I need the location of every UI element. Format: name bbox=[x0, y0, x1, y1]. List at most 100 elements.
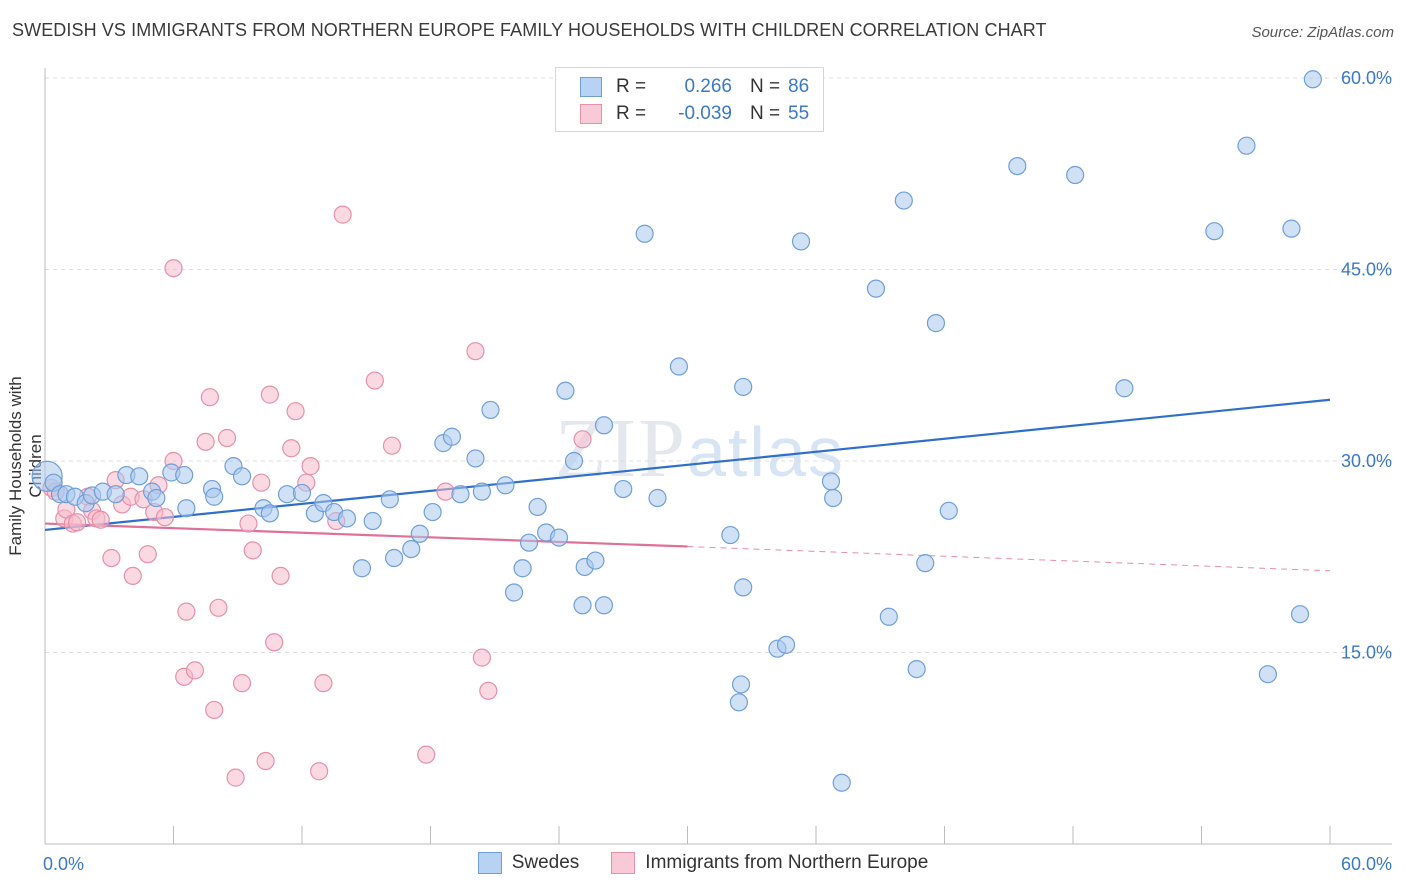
swedes-point bbox=[277, 485, 297, 504]
immigrants-point bbox=[286, 402, 305, 421]
swedes-points bbox=[31, 70, 1322, 792]
swedes-point bbox=[481, 400, 500, 420]
immigrants-point bbox=[138, 545, 157, 564]
tick-labels: 15.0% 30.0% 45.0% 60.0% 0.0% 60.0% bbox=[43, 68, 1392, 874]
immigrants-point bbox=[466, 342, 485, 361]
y-tick-label: 30.0% bbox=[1341, 451, 1392, 471]
legend-r-label: R = bbox=[616, 76, 647, 97]
swedes-point bbox=[337, 509, 357, 528]
immigrants-point bbox=[91, 510, 110, 529]
trend-lines bbox=[44, 398, 1331, 572]
immigrants-point bbox=[382, 436, 402, 455]
x-tick-label: 60.0% bbox=[1341, 854, 1392, 874]
swedes-point bbox=[1258, 665, 1277, 684]
swedes-point bbox=[648, 488, 667, 508]
immigrants-point bbox=[155, 508, 175, 527]
swedes-point bbox=[821, 472, 841, 491]
legend-item-swedes: Swedes bbox=[477, 852, 579, 874]
swedes-point bbox=[147, 488, 166, 508]
swedes-point bbox=[776, 635, 796, 654]
swedes-point bbox=[729, 693, 749, 712]
swedes-point bbox=[614, 479, 633, 499]
swedes-point bbox=[410, 524, 429, 543]
legend-r-value: -0.039 bbox=[678, 103, 732, 124]
legend-row-immigrants: R = -0.039 N = 55 bbox=[580, 101, 809, 127]
swedes-point bbox=[504, 583, 524, 602]
swedes-point bbox=[556, 381, 575, 400]
swedes-point bbox=[734, 578, 753, 597]
immigrants-point bbox=[68, 513, 87, 532]
swedes-point bbox=[519, 533, 539, 552]
immigrants-point bbox=[573, 430, 592, 449]
swedes-point bbox=[734, 377, 753, 397]
swedes-point bbox=[352, 559, 372, 578]
swedes-point bbox=[106, 485, 125, 504]
watermark-zip: ZIP bbox=[555, 402, 687, 495]
swedes-point bbox=[926, 314, 946, 333]
chart-title: SWEDISH VS IMMIGRANTS FROM NORTHERN EURO… bbox=[12, 20, 1047, 40]
swedes-point bbox=[832, 773, 851, 792]
swedes-point bbox=[916, 554, 935, 573]
immigrants-point bbox=[123, 566, 142, 586]
immigrants-point bbox=[205, 700, 224, 720]
legend-r-label: R = bbox=[616, 103, 647, 124]
swedes-point bbox=[177, 499, 196, 518]
swedes-point bbox=[175, 465, 194, 485]
immigrants-legend-label: Immigrants from Northern Europe bbox=[645, 852, 929, 873]
immigrants-point bbox=[472, 648, 491, 667]
swedes-point bbox=[423, 502, 442, 522]
swedes-point bbox=[866, 279, 886, 298]
immigrants-point bbox=[271, 566, 290, 586]
immigrants-point bbox=[479, 681, 498, 700]
immigrants-point bbox=[164, 259, 183, 278]
legend-n-value: 86 bbox=[788, 76, 810, 97]
immigrants-point bbox=[200, 388, 220, 407]
swedes-point bbox=[451, 485, 470, 504]
y-tick-label: 15.0% bbox=[1341, 643, 1392, 663]
immigrants-points bbox=[42, 205, 592, 787]
swedes-point bbox=[260, 504, 279, 523]
immigrants-point bbox=[217, 428, 237, 448]
legend-row-swedes: R = 0.266 N = 86 bbox=[580, 74, 809, 100]
swedes-point bbox=[635, 224, 654, 243]
swedes-point bbox=[1303, 70, 1322, 89]
swedes-point bbox=[1066, 165, 1085, 185]
swedes-swatch bbox=[580, 77, 602, 97]
swedes-point bbox=[586, 551, 605, 570]
immigrants-point bbox=[301, 457, 320, 476]
swedes-point bbox=[292, 483, 312, 503]
legend-n-label: N = bbox=[750, 103, 781, 124]
swedes-point bbox=[594, 596, 614, 615]
swedes-point bbox=[824, 488, 843, 508]
swedes-point bbox=[721, 525, 740, 545]
swedes-point bbox=[1008, 156, 1027, 176]
x-tick-label: 0.0% bbox=[43, 854, 84, 874]
swedes-point bbox=[907, 659, 926, 679]
swedes-point bbox=[528, 497, 547, 517]
swedes-point bbox=[205, 487, 224, 506]
immigrants-point bbox=[314, 674, 333, 693]
swedes-point bbox=[232, 467, 252, 486]
legend-r-value: 0.266 bbox=[684, 76, 732, 97]
immigrants-point bbox=[232, 674, 252, 693]
swedes-point bbox=[939, 501, 958, 520]
swedes-point bbox=[549, 528, 569, 547]
immigrants-point bbox=[260, 385, 279, 404]
series-legend: Swedes Immigrants from Northern Europe bbox=[0, 852, 1406, 874]
swedes-point bbox=[513, 559, 532, 578]
axes bbox=[44, 68, 1392, 845]
immigrants-point bbox=[310, 762, 329, 781]
swedes-point bbox=[380, 490, 399, 509]
immigrants-point bbox=[239, 514, 258, 533]
correlation-legend: R = 0.266 N = 86 R = -0.039 N = 55 bbox=[555, 67, 824, 132]
immigrants-trend-extension bbox=[687, 546, 1331, 572]
swedes-point bbox=[384, 548, 404, 568]
immigrants-point bbox=[102, 548, 121, 568]
swedes-point bbox=[1115, 379, 1134, 398]
swedes-point bbox=[472, 482, 491, 501]
y-tick-label: 45.0% bbox=[1341, 260, 1392, 280]
immigrants-swatch bbox=[580, 104, 602, 124]
swedes-point bbox=[363, 511, 382, 531]
swedes-point bbox=[496, 476, 515, 495]
